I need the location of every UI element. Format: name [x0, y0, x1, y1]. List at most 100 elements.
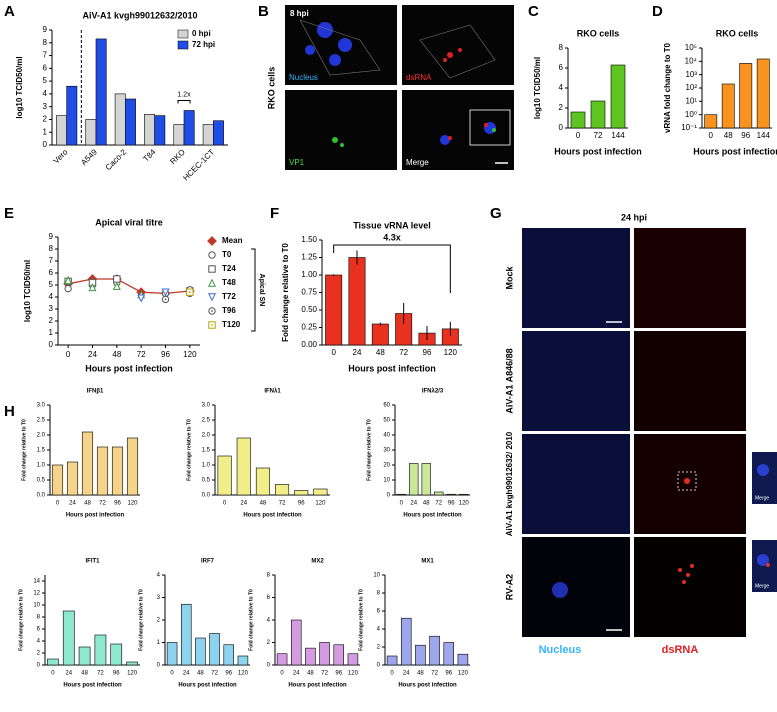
y-tick-label: 2.0 [37, 433, 46, 439]
panel-letter: C [528, 3, 539, 20]
y-tick-label: 0 [49, 340, 54, 349]
legend-label: T96 [222, 306, 236, 315]
bar [110, 643, 123, 666]
y-tick-label: 5 [49, 280, 54, 289]
y-tick-label: 0 [377, 663, 381, 669]
y-tick-label: 0.0 [202, 493, 211, 499]
bar [114, 93, 126, 146]
bar [96, 446, 109, 496]
marker-dot [188, 291, 191, 294]
y-tick-label: 8 [49, 244, 54, 253]
bar [62, 610, 75, 666]
y-tick-label: 2 [157, 618, 161, 624]
x-axis-label: Hours post infection [178, 683, 237, 689]
legend-swatch [177, 40, 189, 50]
y-tick-label: 0 [387, 493, 391, 499]
x-tick-label: 0 [66, 350, 71, 359]
panel-letter: D [652, 3, 663, 20]
bar [415, 644, 426, 666]
x-tick-label: 48 [81, 671, 88, 677]
bar [400, 617, 412, 666]
y-tick-label: 10⁰ [685, 110, 697, 119]
bar [333, 644, 345, 666]
y-tick-label: 4 [559, 83, 564, 92]
x-tick-label: 120 [183, 350, 197, 359]
bar [154, 115, 166, 146]
x-tick-label: 120 [127, 671, 138, 677]
bar [183, 110, 195, 146]
x-tick-label: 24 [403, 671, 410, 677]
x-tick-label: 0 [280, 671, 284, 677]
y-tick-label: 4 [267, 618, 271, 624]
bar [421, 463, 431, 496]
bar [66, 85, 78, 146]
x-tick-label: 0 [400, 501, 404, 507]
x-tick-label: 120 [238, 671, 249, 677]
bar [236, 437, 251, 496]
y-tick-label: 4 [157, 573, 161, 579]
x-tick-label: RKO [168, 148, 187, 167]
legend-label: 72 hpi [192, 40, 215, 49]
y-tick-label: 2 [43, 115, 48, 124]
bar [590, 100, 606, 129]
chart-title: AiV-A1 kvgh99012632/2010 [82, 10, 197, 20]
y-axis-label: log10 TCID50/ml [23, 260, 32, 322]
inset-label: Merge [755, 583, 769, 589]
chart-title: RKO cells [716, 28, 759, 38]
y-tick-label: 3 [43, 102, 48, 111]
y-tick-label: 6 [267, 595, 271, 601]
bar [237, 655, 249, 666]
legend-label: T0 [222, 250, 232, 259]
y-tick-label: 0 [559, 123, 564, 132]
bar [429, 635, 440, 666]
x-tick-label: 48 [307, 671, 314, 677]
legend-marker [208, 251, 216, 259]
y-tick-label: 0.75 [301, 288, 317, 297]
chart-title: IFNβ1 [87, 389, 104, 395]
x-tick-label: 120 [348, 671, 359, 677]
chart-title: IFIT1 [85, 559, 100, 565]
x-tick-label: 72 [399, 348, 408, 357]
x-tick-label: 48 [112, 350, 121, 359]
y-tick-label: 4 [49, 292, 54, 301]
x-tick-label: 72 [321, 671, 328, 677]
marker [64, 284, 72, 293]
x-tick-label: 72 [594, 131, 603, 140]
legend-marker [207, 278, 217, 287]
bar [446, 493, 456, 496]
y-tick-label: 10 [33, 603, 40, 609]
x-tick-label: 24 [353, 348, 362, 357]
bar [305, 647, 316, 666]
y-tick-label: 6 [37, 627, 41, 633]
panel-letter: A [4, 3, 15, 20]
bar [721, 83, 735, 129]
bar [290, 619, 302, 666]
y-tick-label: 0.50 [301, 305, 317, 314]
y-tick-label: 30 [383, 448, 390, 454]
bar [348, 257, 366, 346]
y-tick-label: 4 [37, 639, 41, 645]
bar [144, 114, 155, 146]
chart-title: IRF7 [201, 559, 215, 565]
x-tick-label: 48 [417, 671, 424, 677]
x-tick-label: 96 [225, 671, 232, 677]
x-tick-label: 0 [331, 348, 336, 357]
x-tick-label: 48 [376, 348, 385, 357]
y-tick-label: 10¹ [685, 96, 697, 105]
y-tick-label: 1.25 [301, 253, 317, 262]
bar [173, 124, 185, 146]
x-tick-label: 96 [448, 501, 455, 507]
y-tick-label: 10⁵ [685, 43, 697, 52]
tile-label: Nucleus [289, 73, 318, 82]
legend-marker [207, 293, 217, 302]
bar [125, 98, 136, 146]
bar [313, 488, 328, 496]
y-tick-label: 2.5 [37, 418, 46, 424]
y-tick-label: 2 [559, 103, 564, 112]
y-tick-label: 8 [377, 591, 381, 597]
y-tick-label: 20 [383, 463, 390, 469]
bar [275, 484, 290, 496]
x-tick-label: T84 [141, 147, 158, 164]
x-tick-label: 24 [293, 671, 300, 677]
bar [56, 115, 67, 146]
